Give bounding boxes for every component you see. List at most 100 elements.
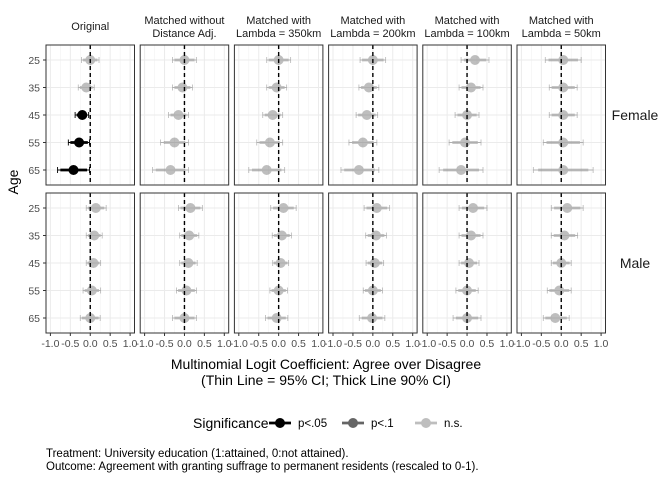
estimate-point bbox=[368, 55, 378, 65]
x-tick-label: 0.0 bbox=[177, 338, 192, 350]
legend-label-1: p<.1 bbox=[371, 418, 394, 430]
x-tick-label: -1.0 bbox=[136, 338, 154, 350]
facet-title-3-line2: Lambda = 200km bbox=[330, 28, 415, 40]
footnote-treatment: Treatment: University education (1:attai… bbox=[46, 448, 349, 460]
panel-5-row-1 bbox=[517, 193, 606, 333]
x-tick-label: -0.5 bbox=[61, 338, 79, 350]
panel-3-row-0 bbox=[329, 45, 418, 185]
x-tick-label: 0.0 bbox=[554, 338, 569, 350]
x-tick-label: -1.0 bbox=[41, 338, 59, 350]
x-tick-label: 0.0 bbox=[271, 338, 286, 350]
y-tick-label: 45 bbox=[28, 110, 40, 122]
x-tick-label: 0.5 bbox=[291, 338, 306, 350]
x-tick-label: -1.0 bbox=[512, 338, 530, 350]
legend-key-point bbox=[421, 418, 431, 428]
estimate-point bbox=[87, 286, 97, 296]
y-tick-label: 25 bbox=[28, 203, 40, 215]
estimate-point bbox=[371, 231, 381, 241]
estimate-point bbox=[268, 110, 278, 120]
estimate-point bbox=[456, 165, 466, 175]
estimate-point bbox=[464, 258, 474, 268]
estimate-point bbox=[179, 55, 189, 65]
x-tick-label: 0.5 bbox=[103, 338, 118, 350]
x-tick-label: -0.5 bbox=[250, 338, 268, 350]
facet-title-1-line1: Matched without bbox=[144, 15, 224, 27]
x-tick-label: -0.5 bbox=[155, 338, 173, 350]
estimate-point bbox=[265, 138, 275, 148]
estimate-point bbox=[462, 110, 472, 120]
estimate-point bbox=[554, 286, 564, 296]
facet-title-2-line1: Matched with bbox=[246, 15, 311, 27]
estimate-point bbox=[559, 231, 569, 241]
estimate-point bbox=[466, 83, 476, 93]
footnote-outcome: Outcome: Agreement with granting suffrag… bbox=[46, 461, 479, 473]
x-tick-label: 0.5 bbox=[385, 338, 400, 350]
y-tick-label: 25 bbox=[28, 55, 40, 67]
estimate-point bbox=[179, 313, 189, 323]
estimate-point bbox=[556, 258, 566, 268]
panel-0-row-1 bbox=[46, 193, 135, 333]
estimate-point bbox=[368, 286, 378, 296]
y-tick-label: 35 bbox=[28, 231, 40, 243]
estimate-point bbox=[262, 165, 272, 175]
x-tick-label: 0.5 bbox=[574, 338, 589, 350]
facet-title-3-line1: Matched with bbox=[340, 15, 405, 27]
estimate-point bbox=[558, 55, 568, 65]
estimate-point bbox=[74, 138, 84, 148]
estimate-point bbox=[558, 138, 568, 148]
legend-key-point bbox=[348, 418, 358, 428]
y-tick-label: 35 bbox=[28, 83, 40, 95]
x-tick-label: 0.5 bbox=[197, 338, 212, 350]
estimate-point bbox=[372, 203, 382, 213]
estimate-point bbox=[169, 138, 179, 148]
y-tick-label: 45 bbox=[28, 258, 40, 270]
estimate-point bbox=[367, 313, 377, 323]
estimate-point bbox=[183, 258, 193, 268]
panel-4-row-1 bbox=[423, 193, 512, 333]
panel-3-row-1 bbox=[329, 193, 418, 333]
legend-title: Significance bbox=[193, 415, 269, 431]
estimate-point bbox=[358, 138, 368, 148]
estimate-point bbox=[460, 138, 470, 148]
x-tick-label: -0.5 bbox=[344, 338, 362, 350]
y-tick-label: 55 bbox=[28, 138, 40, 150]
panel-0-row-0 bbox=[46, 45, 135, 185]
x-tick-label: -0.5 bbox=[438, 338, 456, 350]
estimate-point bbox=[274, 286, 284, 296]
estimate-point bbox=[272, 83, 282, 93]
estimate-point bbox=[558, 83, 568, 93]
estimate-point bbox=[91, 203, 101, 213]
panel-5-row-0 bbox=[517, 45, 606, 185]
x-axis-title-line1: Multinomial Logit Coefficient: Agree ove… bbox=[171, 356, 481, 372]
estimate-point bbox=[462, 313, 472, 323]
facet-title-4-line1: Matched with bbox=[435, 15, 500, 27]
estimate-point bbox=[88, 258, 98, 268]
estimate-point bbox=[77, 110, 87, 120]
panel-2-row-0 bbox=[234, 45, 323, 185]
estimate-point bbox=[173, 110, 183, 120]
legend-label-0: p<.05 bbox=[298, 418, 327, 430]
estimate-point bbox=[184, 231, 194, 241]
panel-1-row-0 bbox=[140, 45, 229, 185]
estimate-point bbox=[181, 286, 191, 296]
x-tick-label: 0.0 bbox=[366, 338, 381, 350]
x-tick-label: 0.5 bbox=[480, 338, 495, 350]
facet-title-5-line1: Matched with bbox=[529, 15, 594, 27]
estimate-point bbox=[370, 258, 380, 268]
facet-title-5-line2: Lambda = 50km bbox=[522, 28, 601, 40]
facet-title-4-line2: Lambda = 100km bbox=[424, 28, 509, 40]
row-strip-male: Male bbox=[620, 255, 651, 271]
panel-2-row-1 bbox=[234, 193, 323, 333]
facet-title-2-line2: Lambda = 350km bbox=[236, 28, 321, 40]
legend-key-point bbox=[275, 418, 285, 428]
estimate-point bbox=[166, 165, 176, 175]
x-tick-label: -1.0 bbox=[230, 338, 248, 350]
facet-title-0: Original bbox=[71, 21, 109, 33]
estimate-point bbox=[272, 313, 282, 323]
estimate-point bbox=[550, 313, 560, 323]
estimate-point bbox=[462, 286, 472, 296]
estimate-point bbox=[468, 203, 478, 213]
y-tick-label: 65 bbox=[28, 313, 40, 325]
x-tick-label: -0.5 bbox=[532, 338, 550, 350]
x-tick-label: 0.0 bbox=[83, 338, 98, 350]
